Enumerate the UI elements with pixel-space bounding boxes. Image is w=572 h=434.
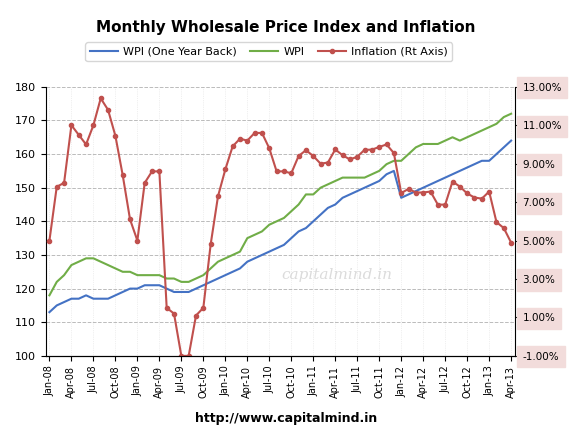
Inflation (Rt Axis) [288, 171, 295, 176]
WPI (One Year Back) [508, 138, 515, 143]
WPI (One Year Back) [339, 195, 346, 201]
Inflation (Rt Axis) [112, 133, 119, 138]
WPI (One Year Back) [46, 309, 53, 315]
Inflation (Rt Axis) [46, 238, 53, 243]
WPI (One Year Back) [303, 225, 309, 230]
WPI (One Year Back) [237, 266, 244, 271]
Legend: WPI (One Year Back), WPI, Inflation (Rt Axis): WPI (One Year Back), WPI, Inflation (Rt … [85, 43, 452, 61]
WPI [237, 249, 244, 254]
WPI [347, 175, 353, 180]
WPI (One Year Back) [347, 192, 353, 197]
Line: WPI (One Year Back): WPI (One Year Back) [49, 141, 511, 312]
Inflation (Rt Axis) [178, 353, 185, 358]
Inflation (Rt Axis) [97, 96, 104, 101]
WPI [303, 192, 309, 197]
Inflation (Rt Axis) [361, 147, 368, 152]
WPI [105, 263, 112, 268]
WPI [508, 111, 515, 116]
Text: http://www.capitalmind.in: http://www.capitalmind.in [195, 412, 377, 425]
Inflation (Rt Axis) [317, 161, 324, 166]
Line: WPI: WPI [49, 114, 511, 295]
Inflation (Rt Axis) [508, 240, 515, 245]
Text: capitalmind.in: capitalmind.in [281, 268, 392, 282]
Inflation (Rt Axis) [354, 154, 361, 159]
WPI [46, 293, 53, 298]
Inflation (Rt Axis) [251, 130, 258, 135]
Line: Inflation (Rt Axis): Inflation (Rt Axis) [47, 96, 513, 358]
WPI (One Year Back) [273, 246, 280, 251]
WPI [273, 219, 280, 224]
Text: Monthly Wholesale Price Index and Inflation: Monthly Wholesale Price Index and Inflat… [96, 20, 476, 35]
WPI [339, 175, 346, 180]
WPI (One Year Back) [105, 296, 112, 301]
